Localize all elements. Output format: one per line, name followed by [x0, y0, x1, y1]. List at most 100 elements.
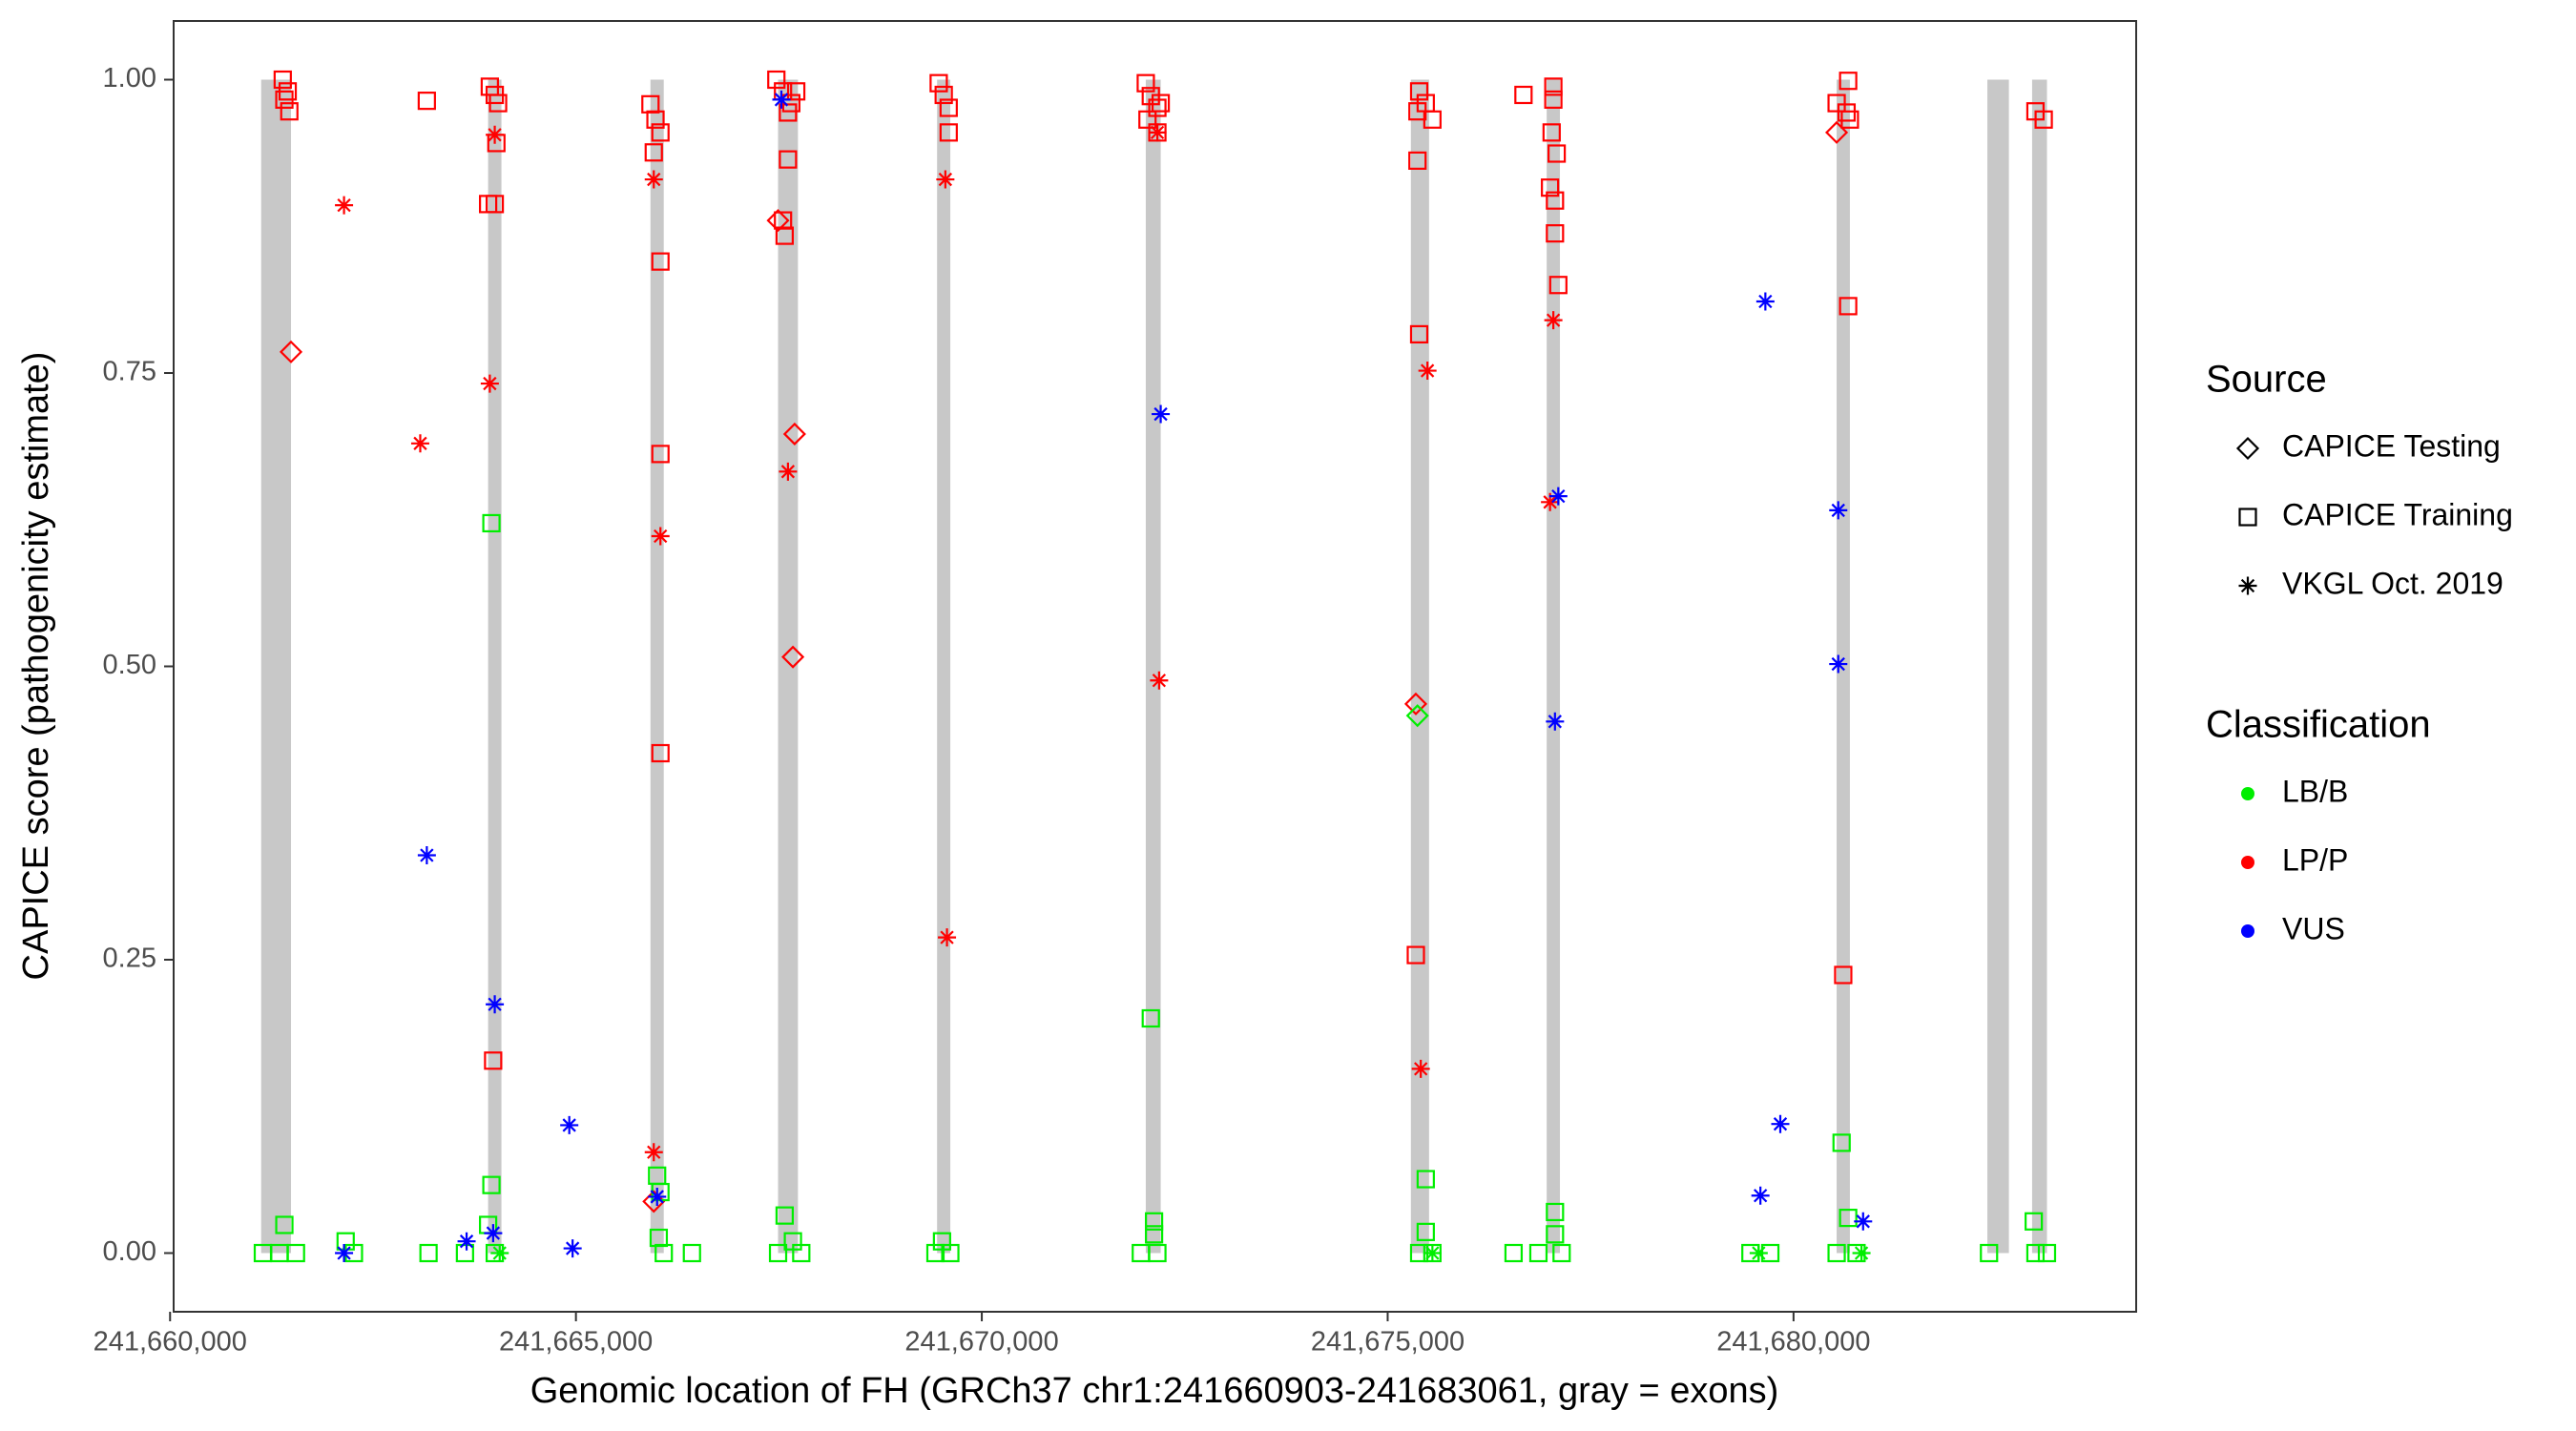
square-point: [682, 1243, 701, 1263]
square-point: [275, 1215, 294, 1234]
square-point: [1552, 1243, 1571, 1263]
asterisk-point: [560, 1115, 579, 1134]
exon: [1987, 79, 2009, 1254]
asterisk-point: [651, 527, 670, 546]
asterisk-point: [938, 928, 957, 947]
exon: [260, 79, 292, 1254]
square-point: [775, 226, 795, 245]
y-tick-label: 0.75: [103, 357, 156, 387]
asterisk-point: [1755, 292, 1775, 311]
exon: [2031, 79, 2047, 1254]
square-point: [275, 90, 294, 110]
asterisk-point: [1854, 1212, 1873, 1231]
square-point: [775, 1206, 795, 1225]
diamond-point: [1403, 692, 1428, 716]
asterisk-point: [335, 196, 354, 215]
square-point: [651, 445, 670, 464]
asterisk-point: [486, 125, 505, 144]
x-axis-title: Genomic location of FH (GRCh37 chr1:2416…: [530, 1371, 1779, 1411]
asterisk-point: [1150, 671, 1169, 690]
square-point: [1839, 72, 1858, 91]
diamond-point: [782, 422, 806, 446]
square-point: [651, 123, 670, 142]
square-point: [455, 1243, 474, 1263]
square-point: [1408, 151, 1427, 170]
square-point: [417, 92, 436, 111]
square-point: [419, 1243, 438, 1263]
asterisk-point: [1148, 123, 1167, 142]
square-point: [1409, 324, 1429, 344]
asterisk-point: [1829, 501, 1848, 520]
asterisk-point: [486, 995, 505, 1014]
asterisk-point: [490, 1244, 509, 1262]
legend-label: LP/P: [2282, 842, 2348, 877]
square-point: [1544, 90, 1563, 110]
square-point: [484, 1051, 503, 1070]
square-point: [1138, 110, 1157, 129]
diamond-point: [279, 340, 303, 363]
square-point: [2034, 110, 2053, 129]
asterisk-point: [1541, 492, 1560, 511]
square-point: [779, 150, 798, 169]
exon: [937, 79, 951, 1254]
asterisk-point: [644, 1143, 663, 1162]
asterisk-point: [936, 170, 955, 189]
square-point: [1827, 93, 1846, 113]
square-point: [1416, 1222, 1435, 1241]
asterisk-point: [2238, 576, 2257, 595]
square-point: [651, 743, 670, 763]
square-point: [941, 1243, 960, 1263]
square-point: [1546, 224, 1565, 243]
square-point: [1839, 297, 1858, 316]
square-point: [644, 143, 663, 162]
exon: [488, 79, 502, 1254]
square-point: [1514, 85, 1533, 105]
asterisk-point: [772, 90, 791, 109]
square-point: [1980, 1243, 1999, 1263]
y-tick-label: 1.00: [103, 63, 156, 93]
x-tick-label: 241,670,000: [904, 1327, 1058, 1358]
square-point: [1132, 1243, 1151, 1263]
asterisk-point: [648, 1187, 667, 1206]
diamond-point: [1824, 120, 1849, 144]
square-point: [929, 73, 948, 93]
square-point: [1827, 1243, 1846, 1263]
asterisk-point: [1418, 362, 1437, 381]
square-point: [482, 1175, 501, 1194]
asterisk-point: [1548, 487, 1568, 506]
square-point: [1834, 965, 1853, 985]
legend-label: CAPICE Testing: [2282, 428, 2501, 463]
legend-swatch: [2241, 856, 2254, 869]
square-point: [939, 98, 958, 117]
asterisk-point: [1546, 712, 1565, 731]
square-point: [934, 85, 953, 105]
asterisk-point: [1423, 1244, 1442, 1262]
square-point: [273, 70, 292, 90]
square-point: [1148, 98, 1167, 117]
diamond-point: [766, 209, 790, 233]
asterisk-point: [644, 170, 663, 189]
asterisk-point: [779, 462, 798, 481]
legend-label: VUS: [2282, 911, 2345, 945]
legend-label: VKGL Oct. 2019: [2282, 566, 2503, 600]
square-point: [1416, 1170, 1435, 1189]
asterisk-point: [410, 434, 429, 453]
square-point: [786, 82, 806, 101]
diamond-point: [2235, 436, 2260, 461]
square-point: [1151, 93, 1171, 113]
square-point: [651, 252, 670, 271]
x-tick-label: 241,660,000: [93, 1327, 247, 1358]
legend-title: Source: [2206, 359, 2327, 401]
exon: [778, 79, 799, 1254]
asterisk-point: [335, 1244, 354, 1262]
asterisk-point: [480, 374, 499, 393]
square-point: [2037, 1243, 2057, 1263]
asterisk-point: [1829, 654, 1848, 674]
asterisk-point: [1411, 1059, 1430, 1078]
square-point: [646, 110, 665, 129]
square-point: [1528, 1243, 1548, 1263]
asterisk-point: [1152, 404, 1171, 424]
square-point: [286, 1243, 305, 1263]
square-point: [654, 1243, 674, 1263]
